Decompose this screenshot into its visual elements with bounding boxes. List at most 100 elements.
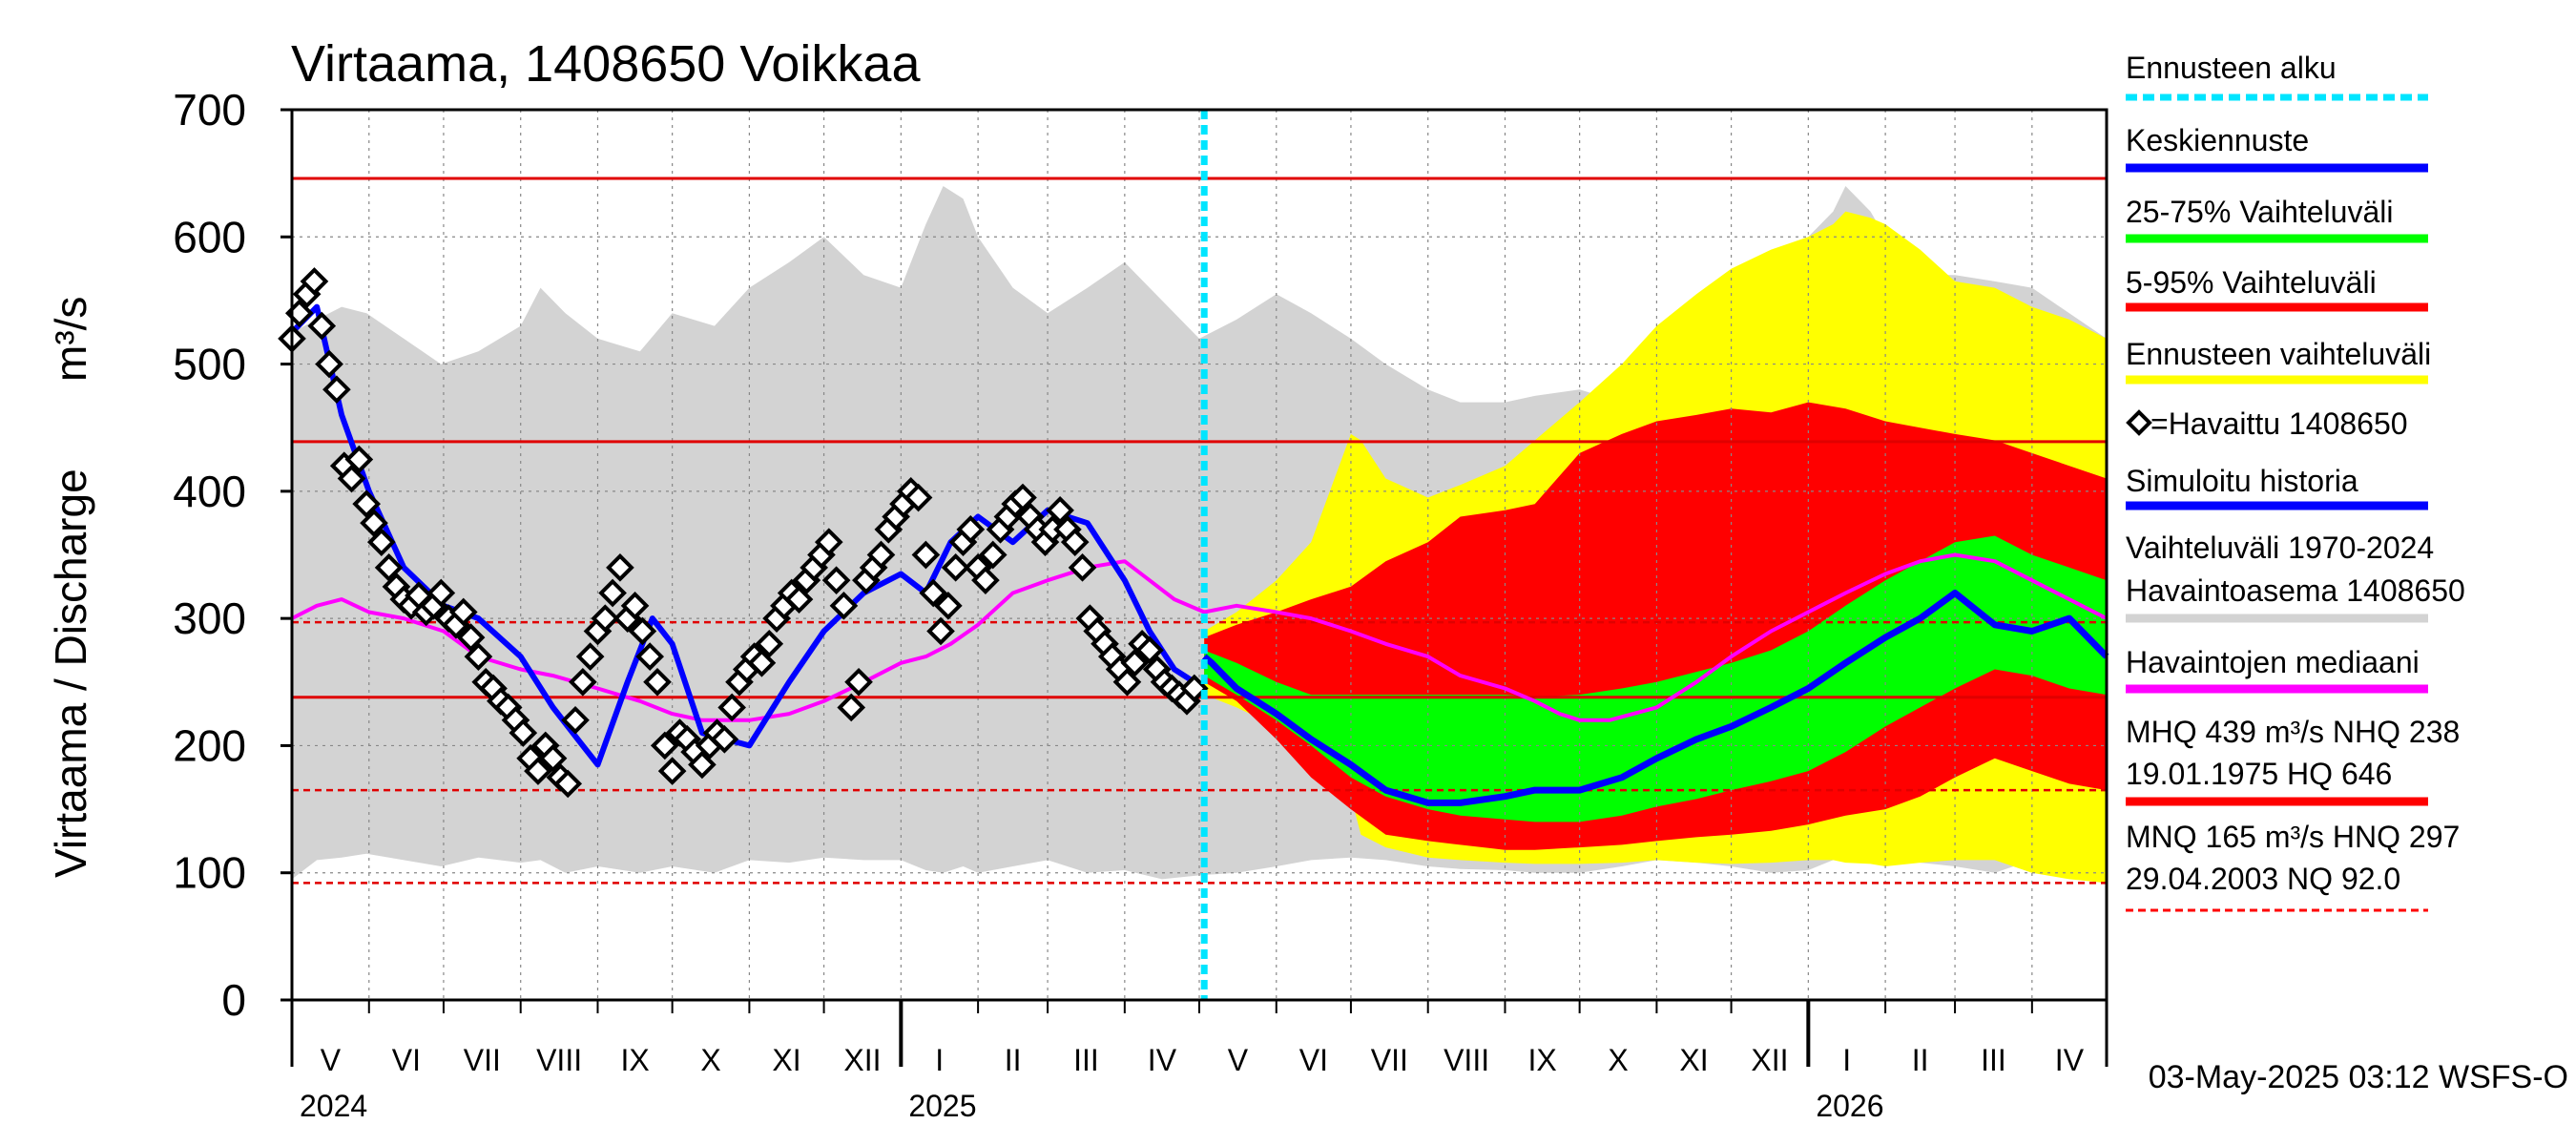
observed-point bbox=[344, 445, 374, 474]
month-label-20: I bbox=[1842, 1043, 1851, 1077]
observed-point bbox=[1120, 648, 1150, 677]
observed-point bbox=[1112, 667, 1142, 697]
month-label-22: III bbox=[1981, 1043, 2006, 1077]
y-tick-label-2: 200 bbox=[173, 720, 246, 770]
y-tick-label-4: 400 bbox=[173, 467, 246, 516]
month-label-23: IV bbox=[2055, 1043, 2085, 1077]
legend-label-6: Simuloitu historia bbox=[2126, 464, 2358, 498]
observed-point bbox=[688, 750, 717, 780]
month-label-13: VI bbox=[1299, 1043, 1328, 1077]
observed-point bbox=[426, 578, 456, 608]
month-label-7: XII bbox=[843, 1043, 881, 1077]
y-axis-label: Virtaama / Discharge bbox=[46, 468, 95, 878]
month-label-8: I bbox=[935, 1043, 944, 1077]
observed-point bbox=[971, 566, 1000, 594]
observed-point bbox=[1046, 496, 1074, 525]
legend-label-5: =Havaittu 1408650 bbox=[2150, 406, 2408, 441]
observed-point bbox=[315, 349, 343, 379]
month-label-16: IX bbox=[1527, 1043, 1556, 1077]
month-label-1: VI bbox=[392, 1043, 421, 1077]
observed-point bbox=[538, 743, 568, 773]
observed-point bbox=[784, 585, 814, 614]
y-axis-unit: m³/s bbox=[46, 297, 95, 382]
legend-label-8: Havaintojen mediaani bbox=[2126, 645, 2420, 679]
y-tick-label-6: 600 bbox=[173, 212, 246, 261]
legend-label-1: Keskiennuste bbox=[2126, 123, 2309, 157]
observed-point bbox=[747, 648, 777, 677]
legend-label2-7: Havaintoasema 1408650 bbox=[2126, 573, 2465, 608]
month-label-12: V bbox=[1228, 1043, 1249, 1077]
observed-point bbox=[821, 566, 851, 594]
observed-point bbox=[635, 642, 665, 671]
month-label-2: VII bbox=[464, 1043, 501, 1077]
y-tick-label-1: 100 bbox=[173, 848, 246, 898]
observed-point bbox=[978, 540, 1008, 570]
legend-label-9: MHQ 439 m³/s NHQ 238 bbox=[2126, 715, 2460, 749]
legend-label-4: Ennusteen vaihteluväli bbox=[2126, 337, 2431, 371]
month-label-11: IV bbox=[1148, 1043, 1177, 1077]
y-tick-label-0: 0 bbox=[221, 975, 246, 1025]
observed-point bbox=[620, 591, 650, 620]
observed-point bbox=[844, 667, 873, 697]
observed-point bbox=[456, 623, 486, 652]
forecast-band-2 bbox=[1204, 535, 2107, 822]
observed-point bbox=[956, 515, 986, 544]
observed-point bbox=[591, 604, 620, 633]
legend-label-7: Vaihteluväli 1970-2024 bbox=[2126, 531, 2434, 565]
y-tick-label-7: 700 bbox=[173, 85, 246, 135]
year-label-2: 2026 bbox=[1816, 1089, 1883, 1123]
observed-point bbox=[1179, 674, 1209, 703]
observed-point bbox=[606, 553, 634, 582]
chart-title: Virtaama, 1408650 Voikkaa bbox=[291, 35, 921, 93]
observed-point bbox=[919, 578, 948, 608]
month-label-5: X bbox=[700, 1043, 720, 1077]
month-label-17: X bbox=[1608, 1043, 1628, 1077]
month-label-4: IX bbox=[620, 1043, 649, 1077]
plot-area bbox=[278, 109, 2109, 1001]
observed-point bbox=[374, 553, 404, 582]
legend-label-2: 25-75% Vaihteluväli bbox=[2126, 195, 2393, 229]
month-label-0: V bbox=[321, 1043, 342, 1077]
month-label-9: II bbox=[1005, 1043, 1022, 1077]
legend-marker-5 bbox=[2126, 409, 2152, 436]
month-label-15: VIII bbox=[1444, 1043, 1489, 1077]
month-label-19: XII bbox=[1751, 1043, 1788, 1077]
legend: Ennusteen alku Keskiennuste 25-75% Vaihtel… bbox=[2126, 51, 2465, 912]
observed-point bbox=[524, 757, 552, 785]
legend-label2-9: 19.01.1975 HQ 646 bbox=[2126, 757, 2392, 791]
observed-point bbox=[448, 597, 478, 627]
observed-point bbox=[1068, 553, 1097, 582]
series-line-1 bbox=[1201, 590, 2109, 806]
observed-point bbox=[657, 757, 687, 785]
observed-point bbox=[322, 375, 351, 405]
month-label-18: XI bbox=[1679, 1043, 1708, 1077]
footer-timestamp: 03-May-2025 03:12 WSFS-O bbox=[2149, 1059, 2568, 1095]
legend-label-0: Ennusteen alku bbox=[2126, 51, 2337, 85]
observed-point bbox=[464, 642, 493, 671]
month-label-10: III bbox=[1073, 1043, 1099, 1077]
observed-point bbox=[360, 509, 388, 538]
observed-point bbox=[837, 693, 866, 722]
observed-point bbox=[509, 718, 538, 747]
legend-label-3: 5-95% Vaihteluväli bbox=[2126, 265, 2377, 300]
observed-point bbox=[553, 769, 583, 799]
observed-point bbox=[866, 540, 896, 570]
y-tick-label-5: 500 bbox=[173, 340, 246, 389]
observed-point bbox=[926, 616, 955, 646]
observed-point bbox=[366, 528, 396, 556]
observed-point bbox=[307, 311, 337, 341]
observed-point bbox=[717, 693, 746, 722]
observed-point bbox=[934, 591, 963, 620]
observed-point bbox=[911, 540, 941, 570]
observed-point bbox=[650, 731, 679, 760]
observed-point bbox=[814, 528, 843, 556]
legend-label-10: MNQ 165 m³/s HNQ 297 bbox=[2126, 820, 2460, 854]
observed-point bbox=[628, 616, 657, 646]
year-label-0: 2024 bbox=[300, 1089, 367, 1123]
observed-point bbox=[1008, 483, 1037, 512]
observed-point bbox=[561, 705, 590, 735]
observed-point bbox=[941, 553, 970, 582]
year-label-1: 2025 bbox=[908, 1089, 976, 1123]
